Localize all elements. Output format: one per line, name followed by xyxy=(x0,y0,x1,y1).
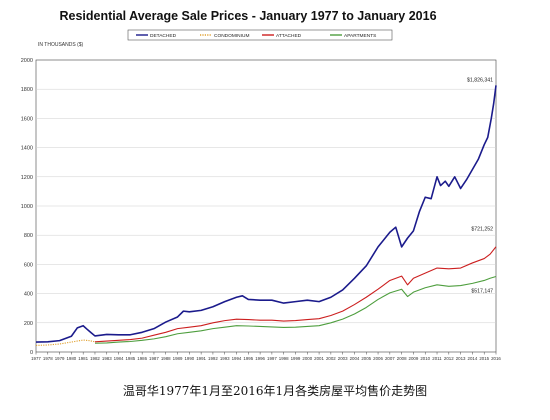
x-tick-label: 1989 xyxy=(173,356,183,361)
x-tick-label: 1979 xyxy=(55,356,65,361)
x-tick-label: 2000 xyxy=(302,356,312,361)
legend: DETACHED CONDOMINIUM ATTACHED APARTMENTS xyxy=(127,29,393,41)
legend-label-attached: ATTACHED xyxy=(276,33,302,39)
x-tick-label: 1985 xyxy=(125,356,135,361)
x-tick-label: 1996 xyxy=(255,356,265,361)
y-tick-label: 600 xyxy=(24,262,33,268)
x-tick-label: 1986 xyxy=(137,356,147,361)
x-tick-label: 2007 xyxy=(385,356,395,361)
x-tick-label: 1998 xyxy=(279,356,289,361)
annotation-attached: $721,252 xyxy=(471,227,493,233)
x-tick-label: 1993 xyxy=(220,356,230,361)
x-tick-label: 2001 xyxy=(314,356,324,361)
y-tick-label: 200 xyxy=(24,321,33,327)
x-tick-label: 2011 xyxy=(432,356,442,361)
x-tick-label: 2010 xyxy=(420,356,430,361)
x-tick-label: 2003 xyxy=(338,356,348,361)
y-tick-label: 1600 xyxy=(21,116,33,122)
series-lines xyxy=(35,85,497,346)
series-line-apartments xyxy=(94,275,497,344)
legend-label-apartments: APARTMENTS xyxy=(344,33,376,39)
x-tick-label: 2015 xyxy=(479,356,489,361)
x-tick-label: 1981 xyxy=(78,356,88,361)
x-tick-label: 1987 xyxy=(149,356,159,361)
x-tick-label: 1990 xyxy=(184,356,194,361)
y-tick-label: 1800 xyxy=(21,87,33,93)
chart-title: Residential Average Sale Prices - Januar… xyxy=(59,9,436,23)
x-tick-label: 1977 xyxy=(31,356,41,361)
x-tick-label: 1997 xyxy=(267,356,277,361)
y-tick-label: 2000 xyxy=(21,58,33,64)
x-tick-label: 2005 xyxy=(361,356,371,361)
x-tick-label: 2014 xyxy=(468,356,478,361)
x-axis-ticks: 1977 1978 1979 1980 1981 1982 1983 1984 1985 1986… xyxy=(31,352,501,361)
x-tick-label: 1995 xyxy=(243,356,253,361)
x-tick-label: 1988 xyxy=(161,356,171,361)
x-tick-label: 1984 xyxy=(114,356,124,361)
x-tick-label: 2002 xyxy=(326,356,336,361)
x-tick-label: 2013 xyxy=(456,356,466,361)
legend-label-detached: DETACHED xyxy=(150,33,177,39)
annotations: $1,826,341 $721,252 $517,147 xyxy=(467,77,493,294)
x-tick-label: 1983 xyxy=(102,356,112,361)
annotation-apartments: $517,147 xyxy=(471,289,493,295)
x-tick-label: 1978 xyxy=(43,356,53,361)
series-line-condominium xyxy=(35,339,96,346)
x-tick-label: 1980 xyxy=(66,356,76,361)
y-axis-unit-label: IN THOUSANDS ($) xyxy=(38,42,84,48)
legend-label-condominium: CONDOMINIUM xyxy=(214,33,249,39)
y-tick-label: 1200 xyxy=(21,175,33,181)
x-tick-label: 1999 xyxy=(291,356,301,361)
x-tick-label: 2009 xyxy=(409,356,419,361)
annotation-detached: $1,826,341 xyxy=(467,77,493,83)
x-tick-label: 2016 xyxy=(491,356,501,361)
x-tick-label: 1994 xyxy=(232,356,242,361)
x-tick-label: 2012 xyxy=(444,356,454,361)
x-tick-label: 1991 xyxy=(196,356,206,361)
x-tick-label: 1992 xyxy=(208,356,218,361)
y-tick-label: 400 xyxy=(24,292,33,298)
y-tick-label: 0 xyxy=(30,350,33,356)
x-tick-label: 2008 xyxy=(397,356,407,361)
series-line-detached xyxy=(35,85,497,343)
x-tick-label: 2004 xyxy=(350,356,360,361)
y-tick-label: 1400 xyxy=(21,146,33,152)
gridlines xyxy=(36,88,496,324)
series-line-attached xyxy=(94,246,497,343)
legend-box xyxy=(127,29,393,41)
y-axis-ticks: 0 200 400 600 800 1000 1200 1400 1600 1800 2000 xyxy=(21,58,33,356)
x-tick-label: 2006 xyxy=(373,356,383,361)
y-tick-label: 800 xyxy=(24,233,33,239)
y-tick-label: 1000 xyxy=(21,204,33,210)
figure-caption: 温哥华1977年1月至2016年1月各类房屋平均售价走势图 xyxy=(123,383,427,398)
x-tick-label: 1982 xyxy=(90,356,100,361)
